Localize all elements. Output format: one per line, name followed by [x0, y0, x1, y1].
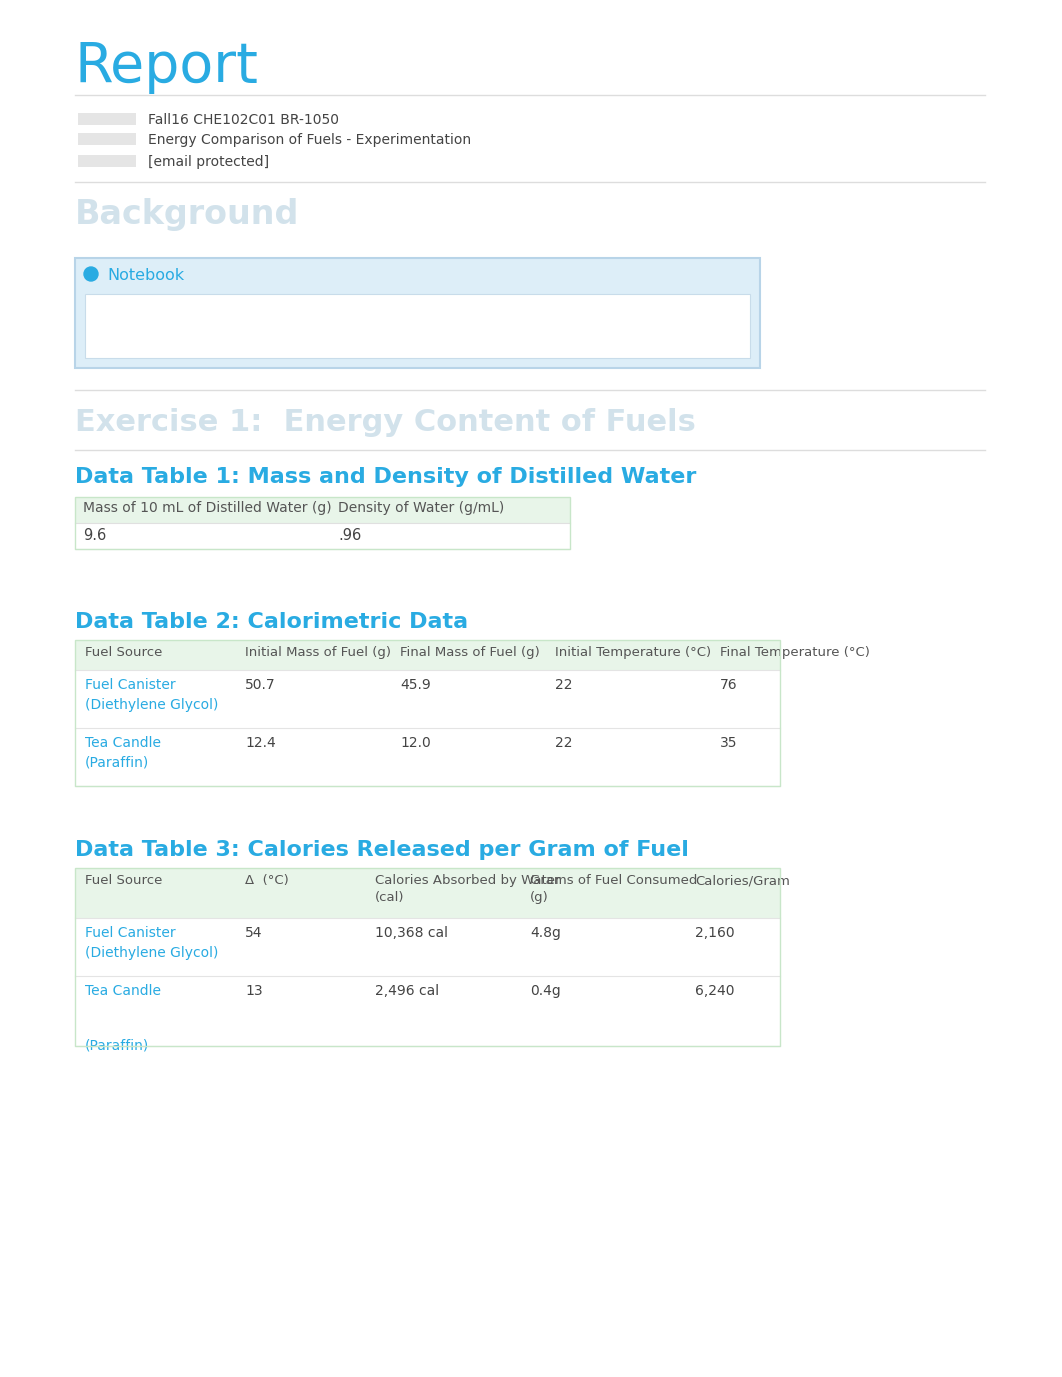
Text: 35: 35 — [720, 735, 737, 750]
Bar — [75, 976, 780, 1047]
Text: Fuel Source: Fuel Source — [85, 646, 162, 660]
Text: 2,496 cal: 2,496 cal — [375, 985, 439, 998]
Bar — [75, 640, 780, 786]
Text: 13: 13 — [245, 985, 262, 998]
Text: [email protected]: [email protected] — [148, 156, 269, 169]
Text: Fuel Source: Fuel Source — [85, 874, 162, 887]
Bar — [75, 868, 780, 1047]
Text: Tea Candle
(Paraffin): Tea Candle (Paraffin) — [85, 735, 161, 770]
Text: 50.7: 50.7 — [245, 677, 276, 693]
Bar — [75, 523, 570, 549]
Bar — [75, 868, 780, 918]
Bar — [85, 295, 750, 358]
Text: Data Table 3: Calories Released per Gram of Fuel: Data Table 3: Calories Released per Gram… — [75, 840, 689, 861]
Text: Tea Candle

(Paraffin): Tea Candle (Paraffin) — [85, 985, 161, 1052]
Text: 54: 54 — [245, 925, 262, 940]
Text: Fuel Canister
(Diethylene Glycol): Fuel Canister (Diethylene Glycol) — [85, 677, 219, 712]
Text: Data Table 1: Mass and Density of Distilled Water: Data Table 1: Mass and Density of Distil… — [75, 467, 697, 487]
Bar — [75, 497, 570, 523]
Text: 12.0: 12.0 — [400, 735, 431, 750]
Text: Initial Temperature (°C): Initial Temperature (°C) — [555, 646, 712, 660]
Text: Fuel Canister
(Diethylene Glycol): Fuel Canister (Diethylene Glycol) — [85, 925, 219, 960]
Text: Density of Water (g/mL): Density of Water (g/mL) — [338, 501, 504, 515]
Text: 6,240: 6,240 — [695, 985, 735, 998]
Bar — [75, 728, 780, 786]
Text: 22: 22 — [555, 735, 572, 750]
Text: Calories Absorbed by Water
(cal): Calories Absorbed by Water (cal) — [375, 874, 561, 903]
Text: Δ  (°C): Δ (°C) — [245, 874, 289, 887]
Bar — [85, 295, 750, 358]
Text: 4.8g: 4.8g — [530, 925, 561, 940]
Text: 22: 22 — [555, 677, 572, 693]
Text: 0.4g: 0.4g — [530, 985, 561, 998]
Bar — [75, 671, 780, 728]
Bar — [78, 156, 136, 167]
Text: 45.9: 45.9 — [400, 677, 431, 693]
Text: Final Mass of Fuel (g): Final Mass of Fuel (g) — [400, 646, 539, 660]
Bar — [78, 113, 136, 125]
Text: 2,160: 2,160 — [695, 925, 735, 940]
Text: Calories/Gram: Calories/Gram — [695, 874, 790, 887]
Text: 76: 76 — [720, 677, 738, 693]
Text: Final Temperature (°C): Final Temperature (°C) — [720, 646, 870, 660]
Bar — [75, 918, 780, 976]
Circle shape — [84, 267, 98, 281]
Text: Data Table 2: Calorimetric Data: Data Table 2: Calorimetric Data — [75, 611, 468, 632]
Text: 12.4: 12.4 — [245, 735, 276, 750]
Text: Report: Report — [75, 40, 259, 94]
Bar — [75, 497, 570, 549]
Text: Notebook: Notebook — [107, 269, 184, 284]
Text: Energy Comparison of Fuels - Experimentation: Energy Comparison of Fuels - Experimenta… — [148, 134, 472, 147]
Text: .96: .96 — [338, 527, 361, 543]
Text: Fall16 CHE102C01 BR-1050: Fall16 CHE102C01 BR-1050 — [148, 113, 339, 127]
Text: Exercise 1:  Energy Content of Fuels: Exercise 1: Energy Content of Fuels — [75, 408, 696, 437]
Bar — [75, 257, 760, 368]
Bar — [78, 134, 136, 145]
Text: Initial Mass of Fuel (g): Initial Mass of Fuel (g) — [245, 646, 391, 660]
Bar — [75, 257, 760, 368]
Text: Grams of Fuel Consumed
(g): Grams of Fuel Consumed (g) — [530, 874, 698, 903]
Text: 10,368 cal: 10,368 cal — [375, 925, 448, 940]
Text: 9.6: 9.6 — [83, 527, 106, 543]
Text: Background: Background — [75, 198, 299, 231]
Bar — [75, 640, 780, 671]
Text: Mass of 10 mL of Distilled Water (g): Mass of 10 mL of Distilled Water (g) — [83, 501, 331, 515]
